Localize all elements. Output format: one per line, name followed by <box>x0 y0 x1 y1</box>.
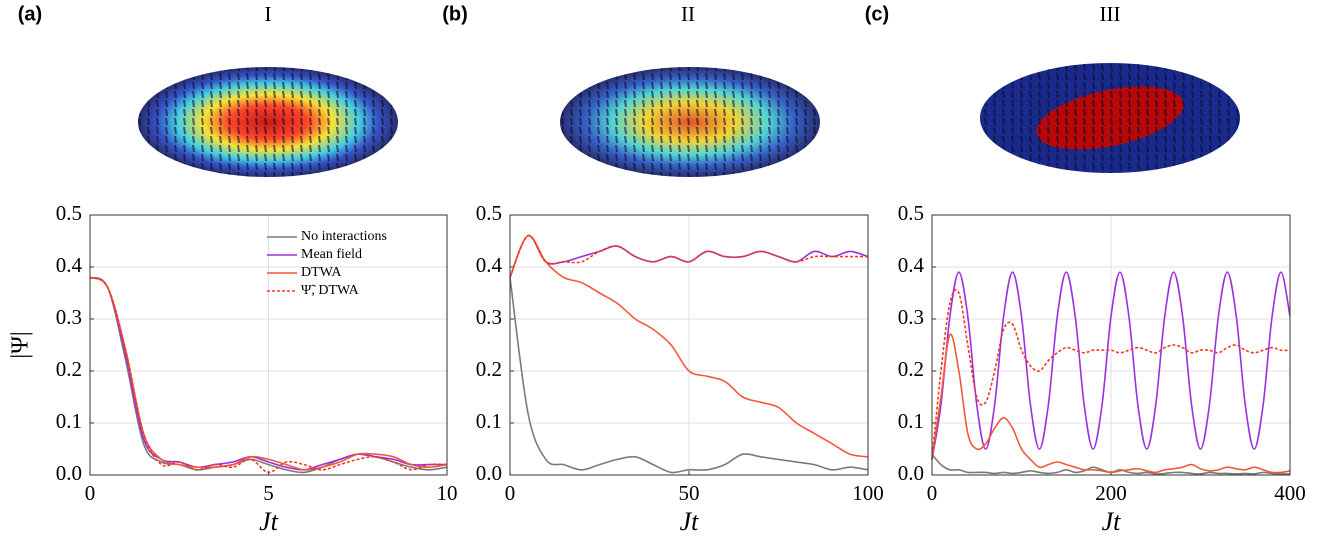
y-tick-label: 0.3 <box>56 305 82 329</box>
panel: (c) III 0.0 0.1 0.2 0.3 0.4 0.5 0 200 400 Jt <box>865 2 1306 536</box>
y-tick-label: 0.0 <box>476 461 502 485</box>
series-line <box>509 234 869 458</box>
y-tick-label: 0.1 <box>898 409 924 433</box>
y-tick-label: 0.2 <box>476 357 502 381</box>
panel-title: II <box>681 2 695 26</box>
panel-label: (a) <box>18 3 42 25</box>
panel-label: (c) <box>865 3 889 25</box>
legend-label: Ψ̃, DTWA <box>301 283 360 298</box>
y-tick-label: 0.3 <box>898 305 924 329</box>
y-tick-label: 0.3 <box>476 305 502 329</box>
panel: (a) I 0.0 0.1 0.2 0.3 0.4 0.5 0 5 10 Jt |Ψ| No intera… <box>8 2 458 536</box>
legend-label: No interactions <box>301 229 387 244</box>
series-line <box>931 289 1291 460</box>
y-tick-label: 0.2 <box>898 357 924 381</box>
x-tick-label: 400 <box>1274 481 1306 505</box>
x-tick-label: 200 <box>1095 481 1127 505</box>
x-tick-label: 0 <box>85 481 96 505</box>
x-tick-label: 100 <box>852 481 884 505</box>
y-tick-label: 0.4 <box>476 253 503 277</box>
y-tick-label: 0.4 <box>56 253 83 277</box>
legend-label: DTWA <box>301 265 342 280</box>
y-tick-label: 0.1 <box>56 409 82 433</box>
y-tick-label: 0.4 <box>898 253 925 277</box>
axes-frame <box>931 214 1291 476</box>
x-tick-label: 0 <box>927 481 938 505</box>
y-tick-label: 0.5 <box>476 201 502 225</box>
y-tick-label: 0.0 <box>56 461 82 485</box>
y-axis-label: |Ψ| <box>8 331 34 358</box>
panel-title: I <box>265 2 272 26</box>
series-line <box>509 234 868 278</box>
series-line <box>931 271 1291 460</box>
axes-frame <box>89 214 448 476</box>
x-tick-label: 50 <box>679 481 700 505</box>
x-axis-label: Jt <box>259 507 279 536</box>
y-tick-label: 0.5 <box>56 201 82 225</box>
x-tick-label: 5 <box>263 481 274 505</box>
panel-label: (b) <box>442 3 468 25</box>
spin-illustration <box>138 63 1240 177</box>
x-tick-label: 0 <box>505 481 516 505</box>
axes-frame <box>509 214 869 476</box>
legend-label: Mean field <box>301 247 362 262</box>
series-line <box>931 333 1291 474</box>
series-line <box>509 277 869 474</box>
y-tick-label: 0.5 <box>898 201 924 225</box>
x-axis-label: Jt <box>680 507 700 536</box>
series-line <box>89 276 447 471</box>
y-tick-label: 0.2 <box>56 357 82 381</box>
x-axis-label: Jt <box>1102 507 1122 536</box>
y-tick-label: 0.0 <box>898 461 924 485</box>
x-tick-label: 10 <box>437 481 458 505</box>
panel-title: III <box>1100 2 1121 26</box>
y-tick-label: 0.1 <box>476 409 502 433</box>
panel: (b) II 0.0 0.1 0.2 0.3 0.4 0.5 0 50 100 Jt <box>442 2 884 536</box>
series-line <box>89 276 448 474</box>
